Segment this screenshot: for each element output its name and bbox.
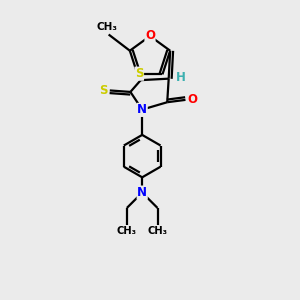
Text: O: O bbox=[187, 93, 197, 106]
Text: N: N bbox=[137, 186, 147, 199]
Text: CH₃: CH₃ bbox=[117, 226, 137, 236]
Text: O: O bbox=[145, 29, 155, 42]
Text: S: S bbox=[99, 84, 108, 97]
Text: S: S bbox=[135, 67, 143, 80]
Text: N: N bbox=[137, 103, 147, 116]
Text: CH₃: CH₃ bbox=[148, 226, 167, 236]
Text: CH₃: CH₃ bbox=[97, 22, 118, 32]
Text: H: H bbox=[176, 71, 186, 84]
